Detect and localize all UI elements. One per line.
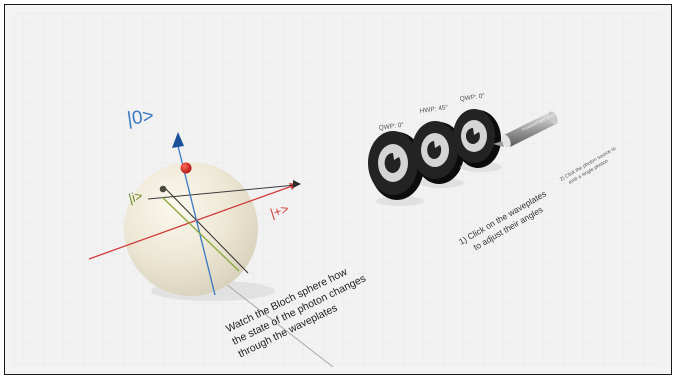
x-axis: [88, 184, 296, 260]
waveplate-2[interactable]: HWP: 45°: [412, 103, 464, 188]
waveplate-1-slot: [384, 152, 401, 173]
photon-source-body: [504, 112, 556, 147]
app-window: |0> |i> |+> Watch the Bloch sphere how t…: [4, 4, 672, 375]
i-state-marker: [159, 185, 167, 193]
waveplate-1-shadow: [376, 196, 424, 206]
y-axis: [162, 185, 249, 274]
bloch-sphere[interactable]: |0> |i> |+>: [88, 105, 334, 367]
y-axis-arrow: [293, 180, 301, 188]
i-ket-label: |i>: [127, 188, 144, 206]
waveplate-3[interactable]: QWP: 0°: [453, 91, 502, 172]
photon-source-cap: [548, 111, 558, 125]
state-vector: [161, 196, 240, 272]
waveplate-2-slot: [427, 141, 442, 159]
scene-viewport[interactable]: |0> |i> |+> Watch the Bloch sphere how t…: [13, 13, 663, 367]
plus-ket-label: |+>: [268, 201, 290, 221]
scene-canvas[interactable]: |0> |i> |+> Watch the Bloch sphere how t…: [13, 13, 663, 367]
photon-state-dot: [180, 162, 192, 174]
waveplate-3-label: QWP: 0°: [459, 91, 486, 103]
waveplate-3-slot: [465, 127, 480, 144]
sphere-body: [124, 162, 258, 296]
waveplate-1-label: QWP: 0°: [378, 120, 405, 132]
z-axis-arrow: [172, 132, 184, 148]
waveplate-1[interactable]: QWP: 0°: [368, 120, 424, 206]
y-axis-upper: [147, 184, 297, 200]
zero-ket-label: |0>: [126, 105, 155, 129]
waveplate-2-label: HWP: 45°: [419, 103, 449, 115]
floor-grid: [13, 13, 663, 367]
photon-source-nozzle: [493, 141, 504, 147]
photon-source-front: [501, 134, 511, 148]
